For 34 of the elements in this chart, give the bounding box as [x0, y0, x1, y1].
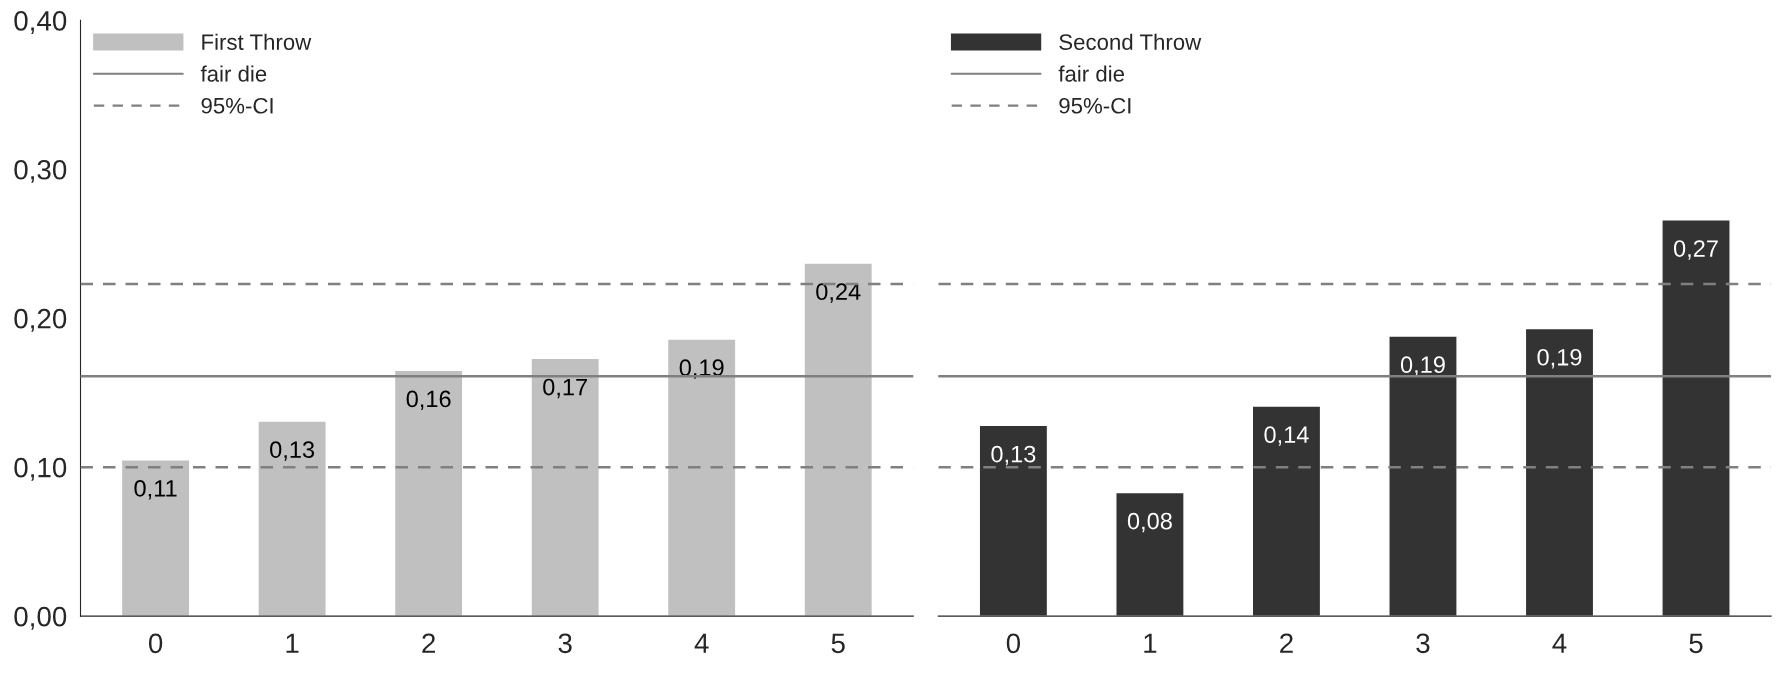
data-label: 0,13 [270, 441, 315, 461]
y-tick-label: 0,00 [14, 606, 67, 630]
data-label: 0,08 [1127, 512, 1172, 533]
legend-label: 95%-CI [1059, 97, 1131, 114]
y-tick-label: 0,10 [14, 457, 67, 481]
x-tick-label: 4 [694, 633, 709, 653]
x-tick-label: 1 [1144, 633, 1157, 653]
x-tick-label: 1 [286, 633, 299, 653]
x-tick-label: 4 [1552, 633, 1567, 653]
legend-label: fair die [200, 65, 267, 82]
x-tick-label: 2 [1280, 633, 1293, 653]
x-tick-label: 3 [558, 633, 572, 654]
legend-label: 95%-CI [201, 97, 273, 114]
data-label: 0,17 [543, 378, 587, 399]
data-label: 0,13 [991, 445, 1036, 466]
x-tick-label: 2 [422, 633, 435, 653]
x-tick-label: 5 [831, 633, 845, 654]
x-tick-label: 5 [1689, 633, 1703, 654]
x-tick-label: 0 [148, 633, 163, 654]
y-tick-label: 0,30 [14, 159, 67, 183]
x-tick-label: 0 [1006, 633, 1021, 654]
data-label: 0,19 [1400, 356, 1445, 376]
x-tick-label: 3 [1416, 633, 1430, 654]
data-label: 0,19 [1537, 348, 1582, 369]
data-label: 0,27 [1673, 240, 1718, 260]
data-label: 0,16 [406, 390, 451, 411]
legend-label: fair die [1058, 65, 1125, 82]
y-tick-label: 0,40 [14, 10, 67, 34]
data-label: 0,11 [134, 479, 177, 500]
y-tick-label: 0,20 [14, 308, 67, 332]
legend-label: First Throw [202, 33, 312, 50]
legend-label: Second Throw [1059, 33, 1202, 50]
data-label: 0,24 [816, 283, 861, 303]
data-label: 0,14 [1264, 426, 1309, 446]
